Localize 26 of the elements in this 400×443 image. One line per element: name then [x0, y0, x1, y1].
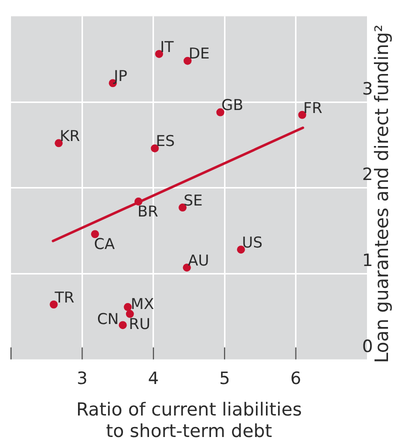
x-tick-label: 3: [76, 369, 88, 390]
series-label: CN: [97, 310, 119, 328]
y-tick-label: 1: [362, 251, 373, 272]
series-label: KR: [60, 127, 80, 146]
series-label: GB: [221, 96, 244, 114]
y-axis-title: Loan guarantees and direct funding²: [372, 24, 393, 364]
x-tick-label: 4: [148, 369, 159, 390]
series-label: ES: [156, 132, 175, 150]
series-label: TR: [54, 288, 74, 306]
series-label: MX: [130, 294, 154, 313]
series-label: DE: [188, 44, 210, 63]
series-label: IT: [160, 38, 175, 56]
series-label: AU: [188, 251, 210, 270]
series-label: RU: [128, 314, 150, 333]
y-tick-label: 0: [362, 336, 373, 357]
y-tick-label: 2: [362, 165, 373, 186]
series-label: CA: [94, 235, 116, 254]
series-label: US: [242, 233, 262, 252]
x-tick-label: 6: [290, 369, 302, 390]
series-label: BR: [137, 202, 158, 220]
series-label: FR: [303, 98, 322, 117]
series-label: SE: [184, 191, 203, 210]
x-axis-title: Ratio of current liabilities to short-term debt: [76, 399, 302, 442]
series-label: JP: [112, 67, 128, 86]
y-tick-label: 3: [362, 79, 373, 100]
x-tick-label: 5: [219, 369, 230, 390]
